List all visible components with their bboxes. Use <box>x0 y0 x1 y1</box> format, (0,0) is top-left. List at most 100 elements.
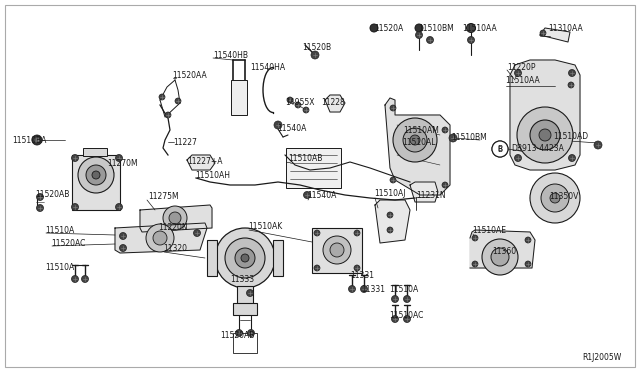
Text: R1J2005W: R1J2005W <box>582 353 621 362</box>
Circle shape <box>236 330 243 337</box>
Text: 11510AA: 11510AA <box>505 76 540 84</box>
Circle shape <box>390 177 396 183</box>
Text: 11227: 11227 <box>173 138 197 147</box>
Bar <box>231 80 247 115</box>
Circle shape <box>323 236 351 264</box>
Text: 11510AM: 11510AM <box>403 125 439 135</box>
Circle shape <box>370 24 378 32</box>
Circle shape <box>246 289 253 296</box>
Circle shape <box>169 212 181 224</box>
Circle shape <box>387 227 393 233</box>
Text: 11510A: 11510A <box>389 285 419 294</box>
Text: 11227+A: 11227+A <box>187 157 223 166</box>
Circle shape <box>72 276 79 282</box>
Circle shape <box>354 265 360 271</box>
Circle shape <box>392 315 399 323</box>
Circle shape <box>393 118 437 162</box>
Text: 11510BM: 11510BM <box>451 132 487 141</box>
Text: 11510A: 11510A <box>45 225 74 234</box>
Circle shape <box>92 171 100 179</box>
Circle shape <box>525 237 531 243</box>
Circle shape <box>303 107 309 113</box>
Bar <box>233 303 257 315</box>
Circle shape <box>403 315 410 323</box>
Text: 11270M: 11270M <box>107 158 138 167</box>
Text: 11320: 11320 <box>163 244 187 253</box>
Text: 11220N: 11220N <box>158 222 188 231</box>
Circle shape <box>550 193 560 203</box>
Text: 11510AE: 11510AE <box>472 225 506 234</box>
Circle shape <box>403 295 410 302</box>
Circle shape <box>539 129 551 141</box>
Bar <box>273 240 283 276</box>
Text: 11540A: 11540A <box>277 124 307 132</box>
Text: 11520A: 11520A <box>374 23 403 32</box>
Circle shape <box>72 203 79 211</box>
Circle shape <box>390 105 396 111</box>
Circle shape <box>86 165 106 185</box>
Circle shape <box>115 154 122 161</box>
Circle shape <box>525 261 531 267</box>
Text: 11360: 11360 <box>492 247 516 256</box>
Text: 11510AJ: 11510AJ <box>374 189 406 198</box>
Circle shape <box>78 157 114 193</box>
Circle shape <box>403 128 427 152</box>
Circle shape <box>295 102 301 108</box>
Text: 11540HB: 11540HB <box>213 51 248 60</box>
Circle shape <box>311 51 319 59</box>
Circle shape <box>415 24 423 32</box>
Text: 11350V: 11350V <box>549 192 579 201</box>
Text: 11510A: 11510A <box>45 263 74 272</box>
Text: 11228: 11228 <box>321 97 345 106</box>
Circle shape <box>387 212 393 218</box>
Circle shape <box>530 173 580 223</box>
Text: 11510BA: 11510BA <box>12 135 46 144</box>
Text: 11510AD: 11510AD <box>553 131 588 141</box>
Circle shape <box>568 82 574 88</box>
Circle shape <box>35 138 40 142</box>
Circle shape <box>193 230 200 237</box>
Circle shape <box>540 30 546 36</box>
Circle shape <box>153 231 167 245</box>
Circle shape <box>451 136 455 140</box>
Circle shape <box>541 184 569 212</box>
Circle shape <box>235 248 255 268</box>
Circle shape <box>330 243 344 257</box>
Text: 14955X: 14955X <box>285 97 314 106</box>
Bar <box>237 286 253 306</box>
Polygon shape <box>115 223 207 253</box>
Circle shape <box>32 135 42 145</box>
Polygon shape <box>385 98 450 195</box>
Text: 11520AB: 11520AB <box>35 189 69 199</box>
Circle shape <box>215 228 275 288</box>
Text: 11510AA: 11510AA <box>462 23 497 32</box>
Text: B: B <box>498 146 502 152</box>
Text: 11331: 11331 <box>361 285 385 294</box>
Polygon shape <box>410 182 438 202</box>
Circle shape <box>159 94 165 100</box>
Text: 11540A: 11540A <box>307 190 337 199</box>
Text: 11510AH: 11510AH <box>195 170 230 180</box>
Text: 11520AB: 11520AB <box>220 331 254 340</box>
Bar <box>83 148 107 156</box>
Circle shape <box>360 285 367 292</box>
Circle shape <box>472 235 478 241</box>
Circle shape <box>146 224 174 252</box>
Circle shape <box>568 70 575 77</box>
Polygon shape <box>375 200 410 243</box>
Circle shape <box>36 193 44 201</box>
Text: 11520AA: 11520AA <box>172 71 207 80</box>
Text: 11275M: 11275M <box>148 192 179 201</box>
Polygon shape <box>470 230 535 268</box>
Text: DB913-4423A: DB913-4423A <box>511 144 564 153</box>
Circle shape <box>482 239 518 275</box>
Circle shape <box>225 238 265 278</box>
Text: 11510AC: 11510AC <box>389 311 424 320</box>
Text: 11510AB: 11510AB <box>288 154 323 163</box>
Bar <box>286 148 341 188</box>
Text: 11520B: 11520B <box>302 42 331 51</box>
Circle shape <box>515 70 522 77</box>
Circle shape <box>517 107 573 163</box>
Circle shape <box>314 230 320 236</box>
Circle shape <box>175 98 181 104</box>
